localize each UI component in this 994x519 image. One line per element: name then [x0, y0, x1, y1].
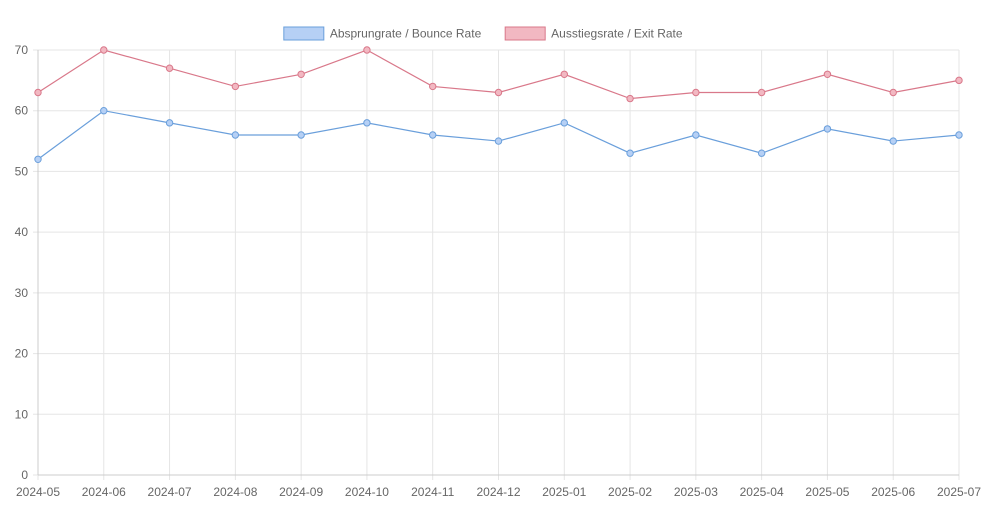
- x-tick-label: 2024-12: [476, 485, 520, 499]
- y-tick-label: 10: [15, 407, 29, 421]
- x-tick-label: 2024-06: [82, 485, 126, 499]
- y-tick-label: 60: [15, 104, 29, 118]
- x-tick-label: 2024-07: [148, 485, 192, 499]
- data-point-series-1: [494, 137, 503, 145]
- y-tick-label: 30: [15, 286, 29, 300]
- y-tick-label: 40: [15, 225, 29, 239]
- data-point-series-1: [297, 131, 305, 139]
- data-point-series-1: [889, 137, 897, 145]
- data-point-series-2: [757, 88, 766, 97]
- data-point-series-1: [34, 155, 42, 163]
- x-tick-label: 2025-07: [937, 485, 981, 499]
- data-point-series-1: [429, 131, 437, 139]
- legend-swatch-1: [283, 26, 325, 41]
- x-tick-label: 2025-06: [871, 485, 915, 499]
- data-point-series-1: [823, 125, 832, 133]
- x-tick-label: 2025-03: [674, 485, 718, 499]
- data-point-series-2: [692, 88, 700, 97]
- x-tick-label: 2024-09: [279, 485, 323, 499]
- data-point-series-2: [626, 94, 634, 103]
- y-tick-label: 20: [15, 347, 29, 361]
- y-tick-label: 70: [15, 43, 29, 57]
- data-point-series-2: [494, 88, 503, 97]
- data-point-series-1: [100, 107, 108, 115]
- data-point-series-1: [757, 149, 766, 157]
- data-point-series-1: [165, 119, 174, 127]
- data-point-series-2: [231, 82, 240, 91]
- x-tick-label: 2025-05: [805, 485, 849, 499]
- data-point-series-2: [429, 82, 437, 91]
- data-point-series-1: [231, 131, 240, 139]
- x-tick-label: 2024-08: [213, 485, 257, 499]
- data-point-series-1: [626, 149, 634, 157]
- x-tick-label: 2025-04: [740, 485, 784, 499]
- legend: Absprungrate / Bounce Rate Ausstiegsrate …: [283, 26, 683, 41]
- data-point-series-2: [560, 70, 568, 78]
- legend-label-2: Ausstiegsrate / Exit Rate: [551, 27, 683, 41]
- data-point-series-2: [34, 88, 42, 97]
- y-tick-label: 0: [21, 468, 28, 482]
- data-point-series-2: [955, 76, 963, 85]
- x-tick-label: 2024-11: [411, 485, 454, 499]
- data-point-series-2: [823, 70, 832, 78]
- data-point-series-2: [297, 70, 305, 78]
- data-point-series-1: [560, 119, 568, 127]
- axes: 2024-05 2024-06 2024-07 2024-08 2024-09 2024-…: [15, 43, 982, 499]
- data-point-series-2: [363, 46, 371, 54]
- data-point-series-2: [165, 64, 174, 72]
- data-point-series-1: [692, 131, 700, 139]
- data-point-series-2: [100, 46, 108, 54]
- series-lines: [34, 46, 963, 163]
- legend-swatch-2: [504, 26, 546, 41]
- data-point-series-2: [889, 88, 897, 97]
- data-point-series-1: [363, 119, 371, 127]
- x-tick-label: 2025-02: [608, 485, 652, 499]
- x-tick-label: 2025-01: [542, 485, 586, 499]
- x-tick-label: 2024-05: [16, 485, 60, 499]
- grid-lines: [33, 49, 960, 480]
- legend-label-1: Absprungrate / Bounce Rate: [330, 27, 482, 41]
- y-tick-label: 50: [15, 164, 29, 178]
- x-tick-label: 2024-10: [345, 485, 389, 499]
- data-point-series-1: [955, 131, 963, 139]
